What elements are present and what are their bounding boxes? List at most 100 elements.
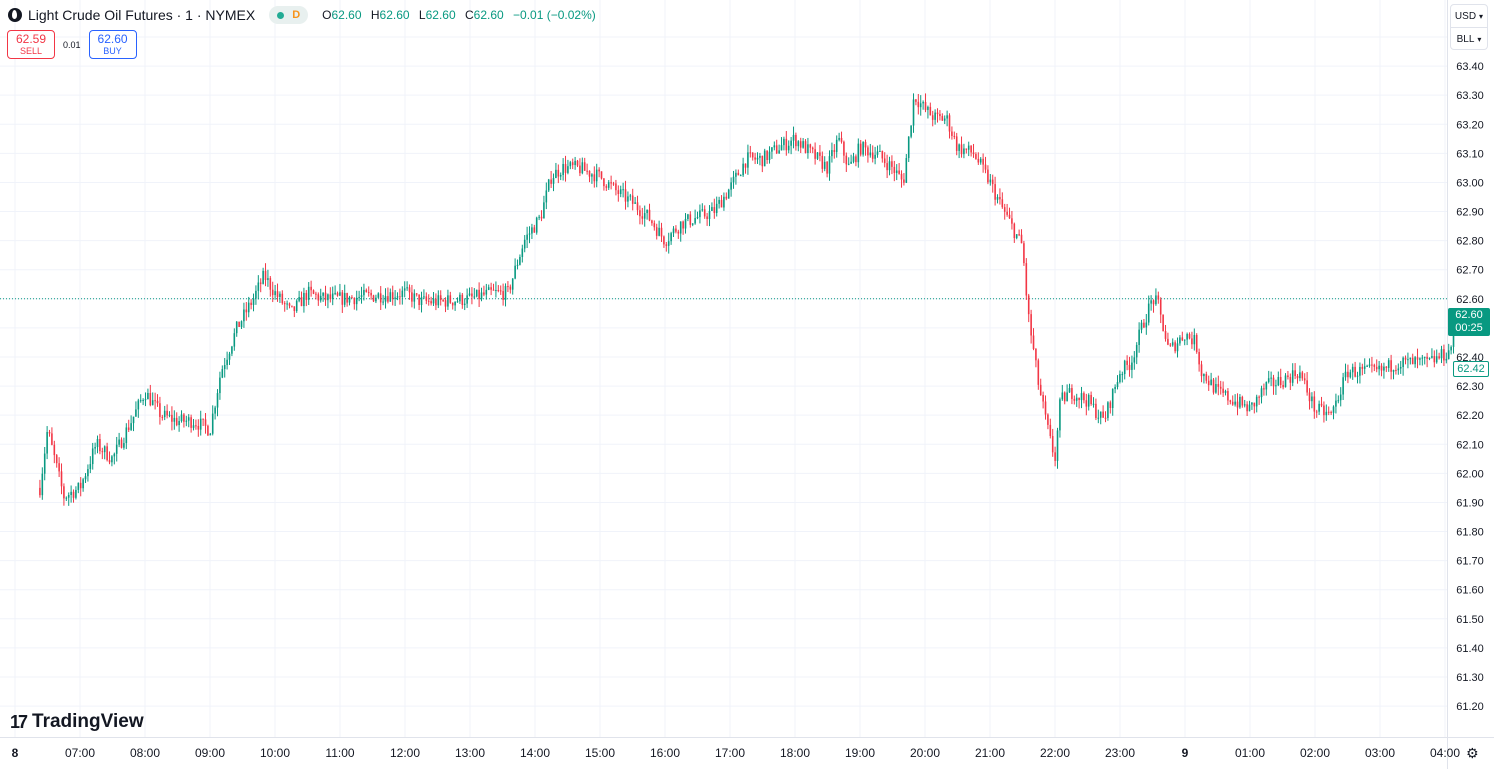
candle-body-down xyxy=(924,102,927,110)
candle-body-up xyxy=(267,278,269,280)
tradingview-logo[interactable]: 17 TradingView xyxy=(10,711,144,733)
candle-body-down xyxy=(915,99,917,102)
candle-body-down xyxy=(898,170,900,174)
candle-body-up xyxy=(574,160,576,166)
candle-body-up xyxy=(783,138,785,146)
candle-body-up xyxy=(1311,396,1313,402)
candle-body-up xyxy=(869,152,872,156)
candle-body-down xyxy=(593,174,596,182)
candle-body-up xyxy=(1107,402,1109,418)
candle-body-up xyxy=(348,297,351,303)
candle-body-down xyxy=(365,289,368,293)
candle-body-up xyxy=(1061,392,1064,400)
candle-body-up xyxy=(523,239,526,249)
x-tick-label: 13:00 xyxy=(455,746,485,760)
gear-icon[interactable]: ⚙ xyxy=(1466,745,1479,761)
candle-body-up xyxy=(1114,386,1116,390)
candle-body-down xyxy=(612,183,615,185)
candle-body-up xyxy=(178,421,180,426)
candle-body-up xyxy=(963,148,965,155)
candle-body-up xyxy=(679,221,682,234)
candle-body-down xyxy=(655,227,658,236)
sell-button[interactable]: 62.59 SELL xyxy=(7,30,55,59)
candle-body-up xyxy=(531,227,533,234)
x-tick-label: 01:00 xyxy=(1235,746,1265,760)
candle-body-up xyxy=(163,410,166,418)
candle-body-up xyxy=(730,182,732,190)
candle-body-up xyxy=(958,144,960,151)
candle-body-up xyxy=(691,223,694,225)
candle-body-down xyxy=(1013,223,1016,239)
candle-body-down xyxy=(804,141,807,154)
prev-close-label: 62.42 xyxy=(1453,361,1489,377)
y-tick-label: 61.80 xyxy=(1456,527,1484,539)
candle-body-down xyxy=(502,291,504,300)
candle-body-down xyxy=(550,179,552,184)
candle-body-down xyxy=(1071,388,1073,399)
candle-body-up xyxy=(742,163,744,176)
candle-body-down xyxy=(1212,379,1215,393)
currency-select[interactable]: USD ▾ xyxy=(1451,5,1487,27)
candle-body-down xyxy=(1011,218,1013,224)
candle-body-down xyxy=(435,298,437,306)
candle-body-down xyxy=(651,220,653,224)
candle-body-down xyxy=(1128,364,1131,370)
candle-body-up xyxy=(797,141,800,147)
candle-body-up xyxy=(852,156,855,162)
y-tick-label: 63.10 xyxy=(1456,148,1484,160)
candle-body-down xyxy=(370,292,372,296)
candle-body-up xyxy=(732,176,735,183)
candle-body-down xyxy=(1157,295,1160,300)
candle-body-down xyxy=(955,136,958,151)
candle-body-up xyxy=(1234,401,1236,405)
candle-body-up xyxy=(1428,357,1431,359)
candle-body-up xyxy=(125,427,128,444)
buy-button[interactable]: 62.60 BUY xyxy=(88,30,137,59)
candle-body-down xyxy=(108,460,111,463)
candle-body-down xyxy=(677,231,680,234)
candle-body-up xyxy=(46,432,48,454)
candle-body-down xyxy=(259,282,262,284)
candle-body-down xyxy=(1169,344,1172,346)
candle-body-up xyxy=(334,292,336,294)
high-value: 62.60 xyxy=(379,8,410,22)
candle-body-up xyxy=(521,248,524,257)
candle-body-up xyxy=(485,289,488,295)
candle-body-up xyxy=(687,214,689,219)
candle-body-down xyxy=(1083,393,1085,401)
unit-select[interactable]: BLL ▾ xyxy=(1451,27,1487,50)
x-tick-label: 15:00 xyxy=(585,746,615,760)
candle-body-up xyxy=(996,197,999,200)
candle-body-up xyxy=(243,309,245,322)
candle-body-up xyxy=(1121,374,1124,376)
candle-body-down xyxy=(1296,375,1299,379)
candle-body-up xyxy=(151,400,154,406)
candle-body-up xyxy=(389,292,392,302)
candle-body-down xyxy=(204,419,207,426)
candle-body-up xyxy=(401,290,404,298)
candle-body-up xyxy=(847,163,850,165)
candle-body-up xyxy=(771,147,773,152)
candle-body-down xyxy=(120,439,123,448)
candle-body-down xyxy=(641,216,644,219)
market-status[interactable]: D xyxy=(269,6,309,24)
symbol-title[interactable]: Light Crude Oil Futures · 1 · NYMEX xyxy=(28,7,256,23)
x-tick-label: 03:00 xyxy=(1365,746,1395,760)
y-tick-label: 62.00 xyxy=(1456,468,1484,480)
candle-body-up xyxy=(1368,364,1371,366)
candle-body-down xyxy=(1003,207,1006,212)
buy-label: BUY xyxy=(103,46,122,56)
candle-body-up xyxy=(118,439,120,445)
candle-body-up xyxy=(1171,342,1174,346)
low-key: L xyxy=(418,8,426,22)
candle-body-down xyxy=(425,296,428,301)
candle-body-down xyxy=(1306,380,1308,393)
candle-body-down xyxy=(281,293,284,304)
candle-body-up xyxy=(595,169,598,182)
candle-body-up xyxy=(857,143,860,163)
candle-body-down xyxy=(1126,360,1128,365)
candle-body-down xyxy=(1051,435,1054,453)
candle-body-up xyxy=(1356,375,1359,377)
candle-body-up xyxy=(77,482,80,490)
